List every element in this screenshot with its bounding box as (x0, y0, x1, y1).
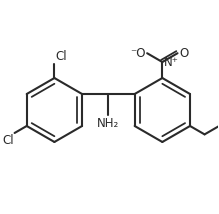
Text: Cl: Cl (2, 134, 14, 147)
Text: O: O (179, 47, 188, 60)
Text: Cl: Cl (55, 50, 67, 63)
Text: N⁺: N⁺ (164, 55, 179, 68)
Text: ⁻O: ⁻O (130, 47, 146, 60)
Text: NH₂: NH₂ (97, 117, 120, 130)
